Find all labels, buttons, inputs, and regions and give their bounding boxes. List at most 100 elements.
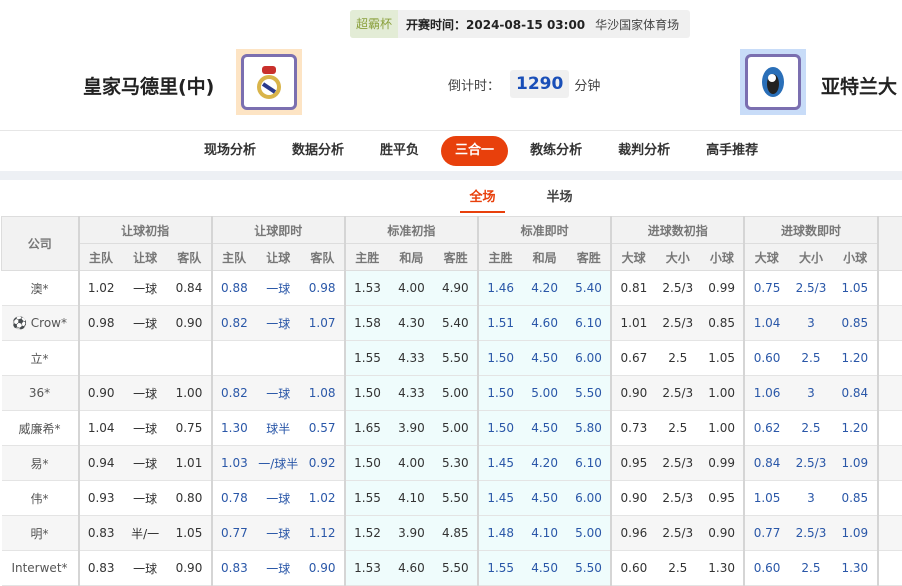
odds-cell: 0.93 xyxy=(79,481,123,516)
odds-cell: 5.40 xyxy=(434,306,478,341)
odds-cell: 半/一 xyxy=(123,516,167,551)
odds-cell: 2.5/3 xyxy=(656,306,700,341)
odds-cell: 一球 xyxy=(123,376,167,411)
soccer-ball-icon: ⚽ xyxy=(12,316,31,330)
company-name: 易* xyxy=(30,457,48,471)
odds-cell: 1.01 xyxy=(167,446,211,481)
company-cell[interactable]: Interwet* xyxy=(2,551,79,586)
odds-cell: 1.48 xyxy=(478,516,522,551)
extra-cell xyxy=(878,446,902,481)
odds-cell: 0.60 xyxy=(744,341,788,376)
cup-badge[interactable]: 超霸杯 xyxy=(350,10,398,38)
odds-cell: 1.30 xyxy=(700,551,744,586)
home-team-logo[interactable] xyxy=(236,49,302,115)
countdown-unit: 分钟 xyxy=(574,75,600,94)
odds-cell: 0.98 xyxy=(79,306,123,341)
odds-cell: 3 xyxy=(789,376,833,411)
odds-cell: 0.85 xyxy=(833,481,877,516)
odds-cell: 1.07 xyxy=(300,306,344,341)
odds-cell: 一球 xyxy=(123,551,167,586)
company-cell[interactable]: ⚽ Crow* xyxy=(2,306,79,341)
odds-cell: 1.20 xyxy=(833,341,877,376)
odds-cell: 0.75 xyxy=(167,411,211,446)
odds-cell: 1.00 xyxy=(700,376,744,411)
odds-cell: 0.90 xyxy=(700,516,744,551)
company-cell[interactable]: 易* xyxy=(2,446,79,481)
odds-cell: 1.65 xyxy=(345,411,389,446)
odds-cell xyxy=(167,341,211,376)
odds-cell: 4.10 xyxy=(389,481,433,516)
odds-cell: 0.90 xyxy=(611,376,655,411)
odds-cell: 2.5/3 xyxy=(789,446,833,481)
period-tab-1[interactable]: 半场 xyxy=(537,186,582,213)
company-name: 澳* xyxy=(30,282,48,296)
odds-cell: 6.00 xyxy=(567,341,611,376)
odds-cell: 2.5/3 xyxy=(656,446,700,481)
company-cell[interactable]: 36* xyxy=(2,376,79,411)
home-team-name[interactable]: 皇家马德里(中) xyxy=(83,72,214,99)
odds-cell: 5.00 xyxy=(567,516,611,551)
nav-tab-0[interactable]: 现场分析 xyxy=(190,136,270,166)
group-header: 让球即时 xyxy=(212,217,345,244)
odds-cell: 4.60 xyxy=(522,306,566,341)
odds-cell: 一球 xyxy=(256,516,300,551)
nav-tab-4[interactable]: 教练分析 xyxy=(516,136,596,166)
odds-cell: 0.85 xyxy=(833,306,877,341)
company-cell[interactable]: 伟* xyxy=(2,481,79,516)
away-team-name[interactable]: 亚特兰大 xyxy=(821,72,897,99)
sub-header: 大球 xyxy=(611,244,655,271)
odds-cell: 0.90 xyxy=(167,306,211,341)
odds-cell: 5.50 xyxy=(434,341,478,376)
nav-tab-3[interactable]: 三合一 xyxy=(441,136,508,166)
sub-header: 和局 xyxy=(522,244,566,271)
group-header: 标准即时 xyxy=(478,217,611,244)
odds-cell: 0.90 xyxy=(300,551,344,586)
odds-cell: 0.98 xyxy=(300,271,344,306)
away-team-logo[interactable] xyxy=(740,49,806,115)
odds-cell: 1.08 xyxy=(300,376,344,411)
nav-tab-6[interactable]: 高手推荐 xyxy=(692,136,772,166)
odds-cell: 2.5/3 xyxy=(656,516,700,551)
company-cell[interactable]: 威廉希* xyxy=(2,411,79,446)
odds-cell: 0.92 xyxy=(300,446,344,481)
countdown-value: 1290 xyxy=(510,70,569,98)
odds-cell: 1.52 xyxy=(345,516,389,551)
odds-cell: 0.95 xyxy=(611,446,655,481)
odds-cell: 2.5/3 xyxy=(656,376,700,411)
odds-cell: 4.00 xyxy=(389,446,433,481)
odds-cell: 1.55 xyxy=(478,551,522,586)
odds-cell: 3.90 xyxy=(389,516,433,551)
company-cell[interactable]: 明* xyxy=(2,516,79,551)
odds-cell: 一球 xyxy=(123,481,167,516)
odds-cell: 1.20 xyxy=(833,411,877,446)
extra-header xyxy=(878,217,902,271)
odds-cell: 4.00 xyxy=(389,271,433,306)
company-cell[interactable]: 立* xyxy=(2,341,79,376)
extra-cell xyxy=(878,376,902,411)
nav-tab-2[interactable]: 胜平负 xyxy=(366,136,433,166)
odds-cell: 0.77 xyxy=(744,516,788,551)
odds-cell: 0.82 xyxy=(212,376,256,411)
odds-cell: 5.50 xyxy=(434,551,478,586)
nav-tab-5[interactable]: 裁判分析 xyxy=(604,136,684,166)
odds-cell: 1.04 xyxy=(79,411,123,446)
odds-cell: 0.81 xyxy=(611,271,655,306)
odds-cell: 1.50 xyxy=(345,446,389,481)
company-cell[interactable]: 澳* xyxy=(2,271,79,306)
nav-tab-1[interactable]: 数据分析 xyxy=(278,136,358,166)
odds-cell: 5.00 xyxy=(522,376,566,411)
period-tab-0[interactable]: 全场 xyxy=(460,186,505,213)
odds-cell: 1.50 xyxy=(478,376,522,411)
countdown: 倒计时： 1290 分钟 xyxy=(448,70,600,98)
odds-cell: 5.50 xyxy=(434,481,478,516)
odds-cell: 2.5/3 xyxy=(789,271,833,306)
